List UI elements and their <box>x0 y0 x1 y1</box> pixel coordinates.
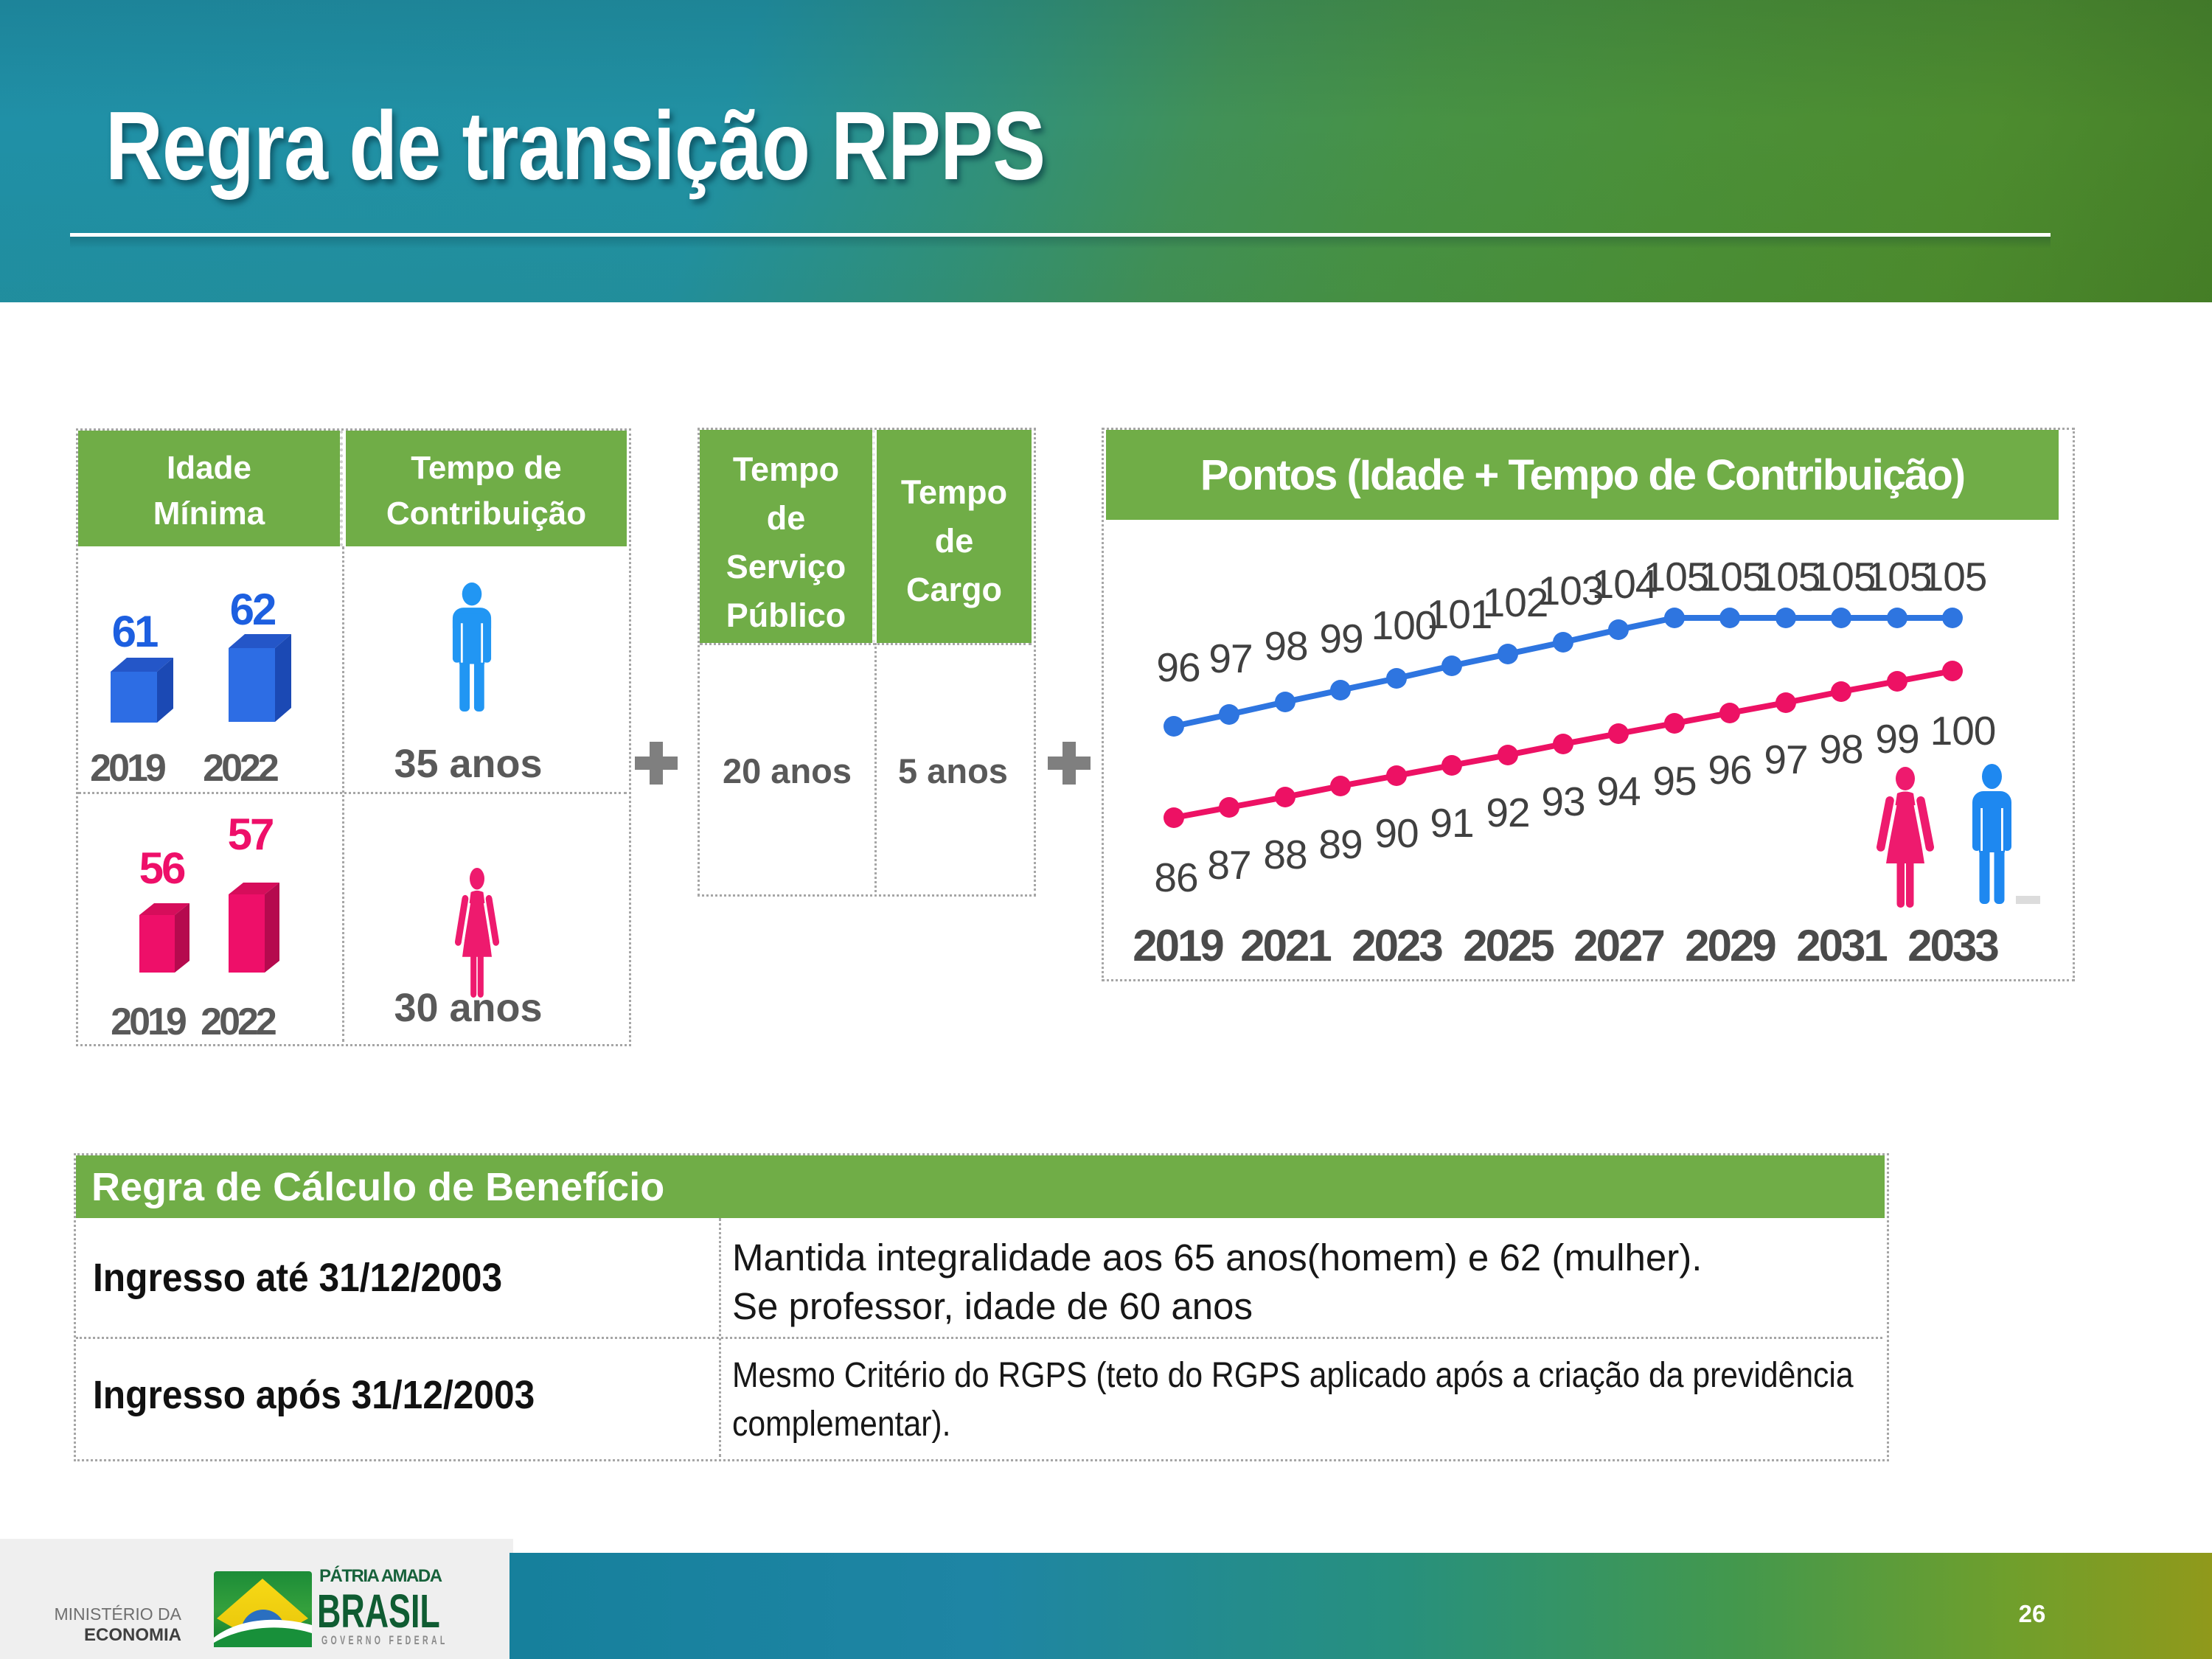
svg-text:86: 86 <box>1154 855 1197 900</box>
svg-text:105: 105 <box>1810 554 1876 599</box>
svg-text:92: 92 <box>1486 790 1529 835</box>
svg-text:2025: 2025 <box>1463 921 1554 970</box>
svg-text:2027: 2027 <box>1573 921 1663 970</box>
svg-text:2031: 2031 <box>1796 921 1887 970</box>
svg-text:98: 98 <box>1819 726 1863 772</box>
svg-text:105: 105 <box>1755 554 1820 599</box>
svg-text:100: 100 <box>1371 602 1437 648</box>
svg-text:96: 96 <box>1156 644 1200 690</box>
svg-text:93: 93 <box>1541 779 1585 824</box>
svg-text:87: 87 <box>1207 842 1251 888</box>
svg-text:90: 90 <box>1374 810 1418 856</box>
svg-text:95: 95 <box>1652 758 1696 804</box>
svg-text:97: 97 <box>1208 636 1252 681</box>
svg-text:91: 91 <box>1430 800 1473 846</box>
svg-text:103: 103 <box>1538 568 1604 613</box>
svg-text:102: 102 <box>1483 580 1548 625</box>
svg-text:88: 88 <box>1263 832 1307 877</box>
svg-text:2019: 2019 <box>1133 921 1223 970</box>
svg-text:100: 100 <box>1930 708 1996 754</box>
svg-text:105: 105 <box>1699 554 1764 599</box>
svg-text:99: 99 <box>1319 616 1363 661</box>
svg-text:96: 96 <box>1708 747 1751 793</box>
svg-text:98: 98 <box>1264 623 1307 669</box>
svg-text:105: 105 <box>1921 554 1987 599</box>
svg-text:2033: 2033 <box>1907 921 1998 970</box>
svg-text:105: 105 <box>1644 554 1709 599</box>
svg-text:89: 89 <box>1318 821 1362 867</box>
svg-text:105: 105 <box>1866 554 1932 599</box>
svg-text:2029: 2029 <box>1685 921 1775 970</box>
svg-text:94: 94 <box>1596 768 1640 814</box>
svg-text:97: 97 <box>1764 737 1807 782</box>
svg-text:2021: 2021 <box>1240 921 1331 970</box>
svg-text:99: 99 <box>1875 716 1919 762</box>
svg-text:101: 101 <box>1427 591 1492 637</box>
svg-text:104: 104 <box>1592 561 1658 607</box>
svg-text:2023: 2023 <box>1352 921 1442 970</box>
